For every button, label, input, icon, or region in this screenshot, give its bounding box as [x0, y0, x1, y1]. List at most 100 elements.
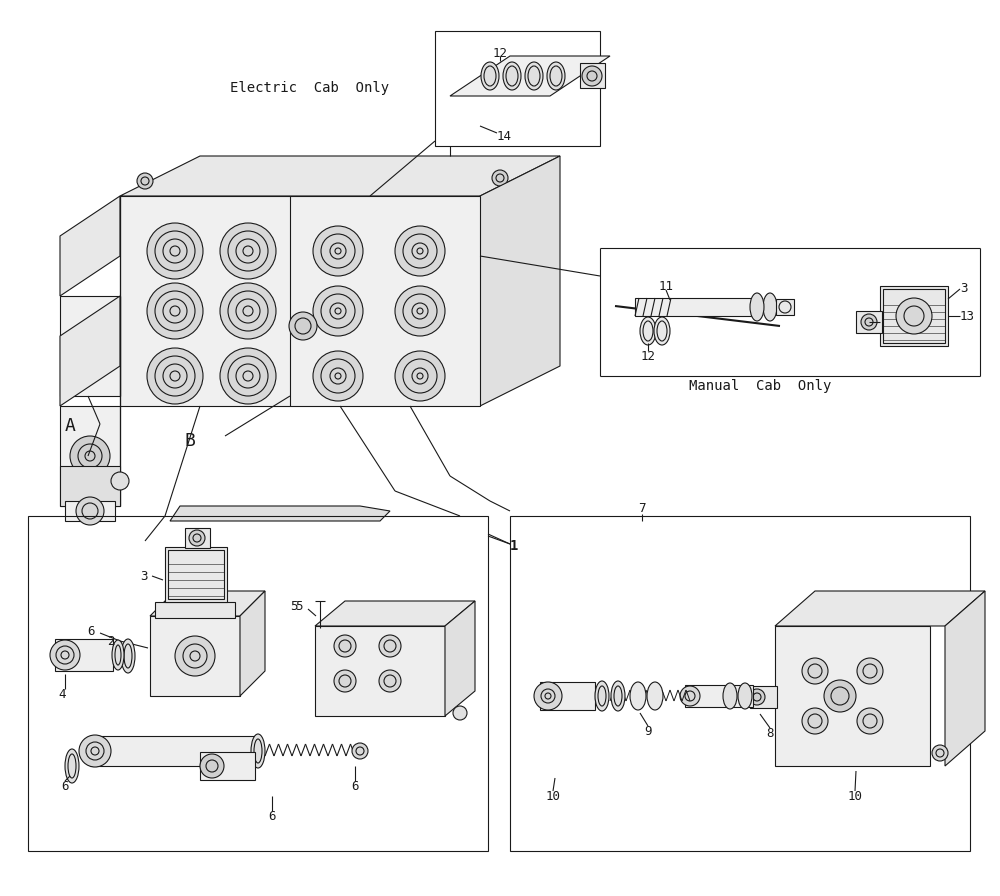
Circle shape: [147, 283, 203, 339]
Circle shape: [175, 636, 215, 676]
Text: 4: 4: [58, 687, 66, 701]
Text: 6: 6: [61, 780, 69, 792]
Circle shape: [334, 635, 356, 657]
Text: 9: 9: [644, 725, 652, 737]
Polygon shape: [60, 196, 120, 296]
Text: 6: 6: [268, 809, 276, 823]
Bar: [55, 639, 113, 671]
Text: 6: 6: [88, 625, 95, 637]
Polygon shape: [60, 466, 120, 506]
Circle shape: [896, 298, 932, 334]
Polygon shape: [445, 601, 475, 716]
Text: 12: 12: [492, 47, 508, 59]
Circle shape: [861, 314, 877, 330]
Text: 10: 10: [546, 789, 560, 803]
Circle shape: [147, 348, 203, 404]
Ellipse shape: [595, 681, 609, 711]
Circle shape: [395, 226, 445, 276]
Circle shape: [189, 530, 205, 546]
Ellipse shape: [112, 640, 124, 670]
Text: 2: 2: [108, 634, 115, 648]
Ellipse shape: [630, 682, 646, 710]
Polygon shape: [240, 591, 265, 696]
Ellipse shape: [654, 317, 670, 345]
Circle shape: [352, 743, 368, 759]
Circle shape: [680, 686, 700, 706]
Polygon shape: [150, 591, 265, 616]
Bar: [60, 296, 120, 396]
Text: 14: 14: [497, 130, 512, 142]
Bar: [200, 752, 255, 780]
Text: 10: 10: [848, 789, 862, 803]
Ellipse shape: [251, 734, 265, 768]
Circle shape: [313, 351, 363, 401]
Text: 8: 8: [766, 727, 774, 739]
Bar: [750, 686, 777, 708]
Circle shape: [453, 706, 467, 720]
Bar: [65, 501, 115, 521]
Circle shape: [313, 286, 363, 336]
Bar: [155, 602, 235, 618]
Text: 13: 13: [960, 309, 975, 323]
Circle shape: [379, 635, 401, 657]
Bar: [120, 196, 480, 406]
Bar: [856, 311, 882, 333]
Ellipse shape: [121, 639, 135, 673]
Ellipse shape: [763, 293, 777, 321]
Circle shape: [200, 754, 224, 778]
Ellipse shape: [503, 62, 521, 90]
Text: B: B: [185, 432, 196, 450]
Text: Electric  Cab  Only: Electric Cab Only: [230, 81, 389, 95]
Ellipse shape: [723, 683, 737, 709]
Text: Manual  Cab  Only: Manual Cab Only: [689, 379, 831, 393]
Circle shape: [289, 312, 317, 340]
Text: 7: 7: [638, 502, 646, 514]
Circle shape: [492, 170, 508, 186]
Polygon shape: [120, 156, 560, 196]
Circle shape: [802, 658, 828, 684]
Circle shape: [147, 223, 203, 279]
Ellipse shape: [647, 682, 663, 710]
Bar: [435, 31, 600, 146]
Bar: [883, 289, 945, 343]
Ellipse shape: [65, 749, 79, 783]
Text: 11: 11: [658, 280, 674, 292]
Circle shape: [76, 497, 104, 525]
Circle shape: [334, 670, 356, 692]
Polygon shape: [480, 156, 560, 406]
Ellipse shape: [750, 293, 764, 321]
Text: 3: 3: [140, 570, 148, 582]
Polygon shape: [945, 591, 985, 766]
Circle shape: [857, 658, 883, 684]
Circle shape: [932, 745, 948, 761]
Circle shape: [137, 173, 153, 189]
Ellipse shape: [640, 317, 656, 345]
Polygon shape: [775, 591, 985, 626]
Bar: [880, 286, 948, 346]
Text: A: A: [65, 417, 76, 435]
Polygon shape: [450, 56, 610, 96]
Ellipse shape: [738, 683, 752, 709]
Circle shape: [220, 223, 276, 279]
Polygon shape: [170, 506, 390, 521]
Bar: [168, 550, 224, 599]
Text: 12: 12: [640, 349, 656, 363]
Bar: [28, 516, 488, 851]
Text: 5: 5: [296, 599, 303, 613]
Ellipse shape: [611, 681, 625, 711]
Circle shape: [582, 66, 602, 86]
Bar: [510, 516, 970, 851]
Circle shape: [50, 640, 80, 670]
Circle shape: [379, 670, 401, 692]
Text: 6: 6: [351, 780, 359, 792]
Circle shape: [395, 351, 445, 401]
Circle shape: [857, 708, 883, 734]
Circle shape: [534, 682, 562, 710]
Bar: [776, 299, 794, 315]
Circle shape: [313, 226, 363, 276]
Bar: [165, 547, 227, 602]
Bar: [775, 626, 930, 766]
Polygon shape: [60, 296, 120, 406]
Circle shape: [70, 436, 110, 476]
Circle shape: [824, 680, 856, 712]
